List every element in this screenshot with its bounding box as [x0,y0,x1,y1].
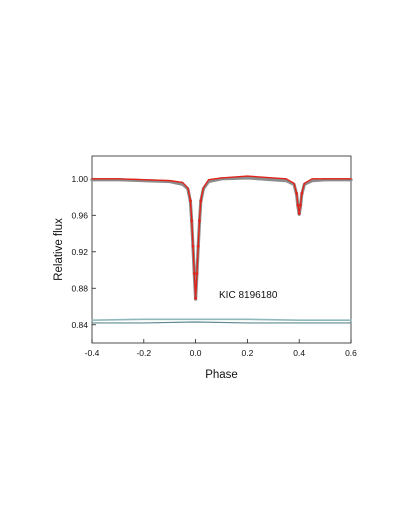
x-tick-label: 0.4 [293,348,305,358]
y-tick-label: 0.92 [71,247,88,257]
model-point [295,192,299,195]
x-axis: -0.4 -0.2 0.0 0.2 0.4 0.6 [85,339,357,358]
y-tick-label: 0.84 [71,320,88,330]
model-line [91,175,352,299]
x-tick-label: -0.4 [85,348,100,358]
x-axis-title: Phase [205,369,238,381]
x-tick-label: -0.2 [136,348,151,358]
model-point [194,296,198,300]
plot-frame [91,155,352,344]
model-point [195,272,199,276]
model-point [190,219,194,223]
model-point [198,219,201,223]
x-tick-label: 0.0 [190,348,202,358]
observed-line [90,176,353,301]
model-point [192,272,196,276]
x-tick-label: 0.2 [241,348,253,358]
series-layer [90,175,353,324]
model-point [199,199,203,203]
y-axis-title: Relative flux [53,218,65,281]
residual-upper-line [91,318,352,322]
star-id-annotation: KIC 8196180 [219,290,278,301]
model-point [191,244,195,248]
y-tick-label: 0.88 [71,283,88,293]
model-point [296,203,300,207]
model-point [189,199,192,203]
model-point [196,244,200,248]
residual-lower-line [91,321,352,324]
model-point [299,203,302,207]
y-tick-label: 1.00 [71,174,88,184]
x-tick-label: 0.6 [345,348,357,358]
model-point [297,212,301,215]
model-point [300,192,304,195]
y-tick-label: 0.96 [71,210,88,220]
